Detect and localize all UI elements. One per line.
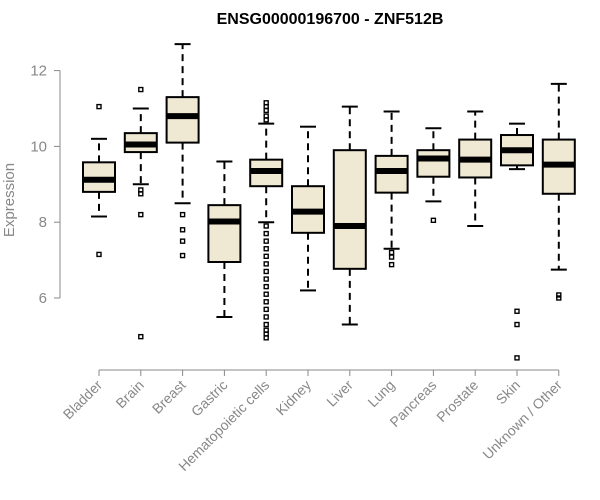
outlier-point (388, 249, 395, 256)
outlier-point (138, 187, 144, 193)
y-axis-label: Expression (1, 163, 18, 237)
outlier-point (388, 261, 395, 268)
outlier-point (179, 252, 186, 259)
x-tick-label: Prostate (433, 377, 481, 425)
outlier-point (430, 217, 437, 224)
box-group (416, 127, 451, 224)
outlier-point (263, 268, 269, 275)
chart-title: ENSG00000196700 - ZNF512B (217, 11, 444, 28)
x-tick-label: Unknown / Other (479, 377, 565, 463)
outlier-point (96, 103, 102, 110)
box-group (500, 122, 534, 361)
outlier-point (388, 254, 395, 260)
box-group (291, 125, 325, 292)
box (207, 204, 242, 263)
boxes (82, 43, 576, 361)
outlier-point (263, 246, 269, 252)
outlier-point (263, 276, 269, 282)
outlier-point (179, 211, 186, 218)
outlier-point (263, 261, 269, 267)
box-group (249, 100, 284, 341)
outlier-point (96, 251, 102, 258)
outlier-point (263, 253, 269, 260)
outlier-point (263, 321, 269, 328)
outlier-point (179, 238, 186, 244)
outlier-point (263, 238, 269, 244)
outlier-point (138, 86, 144, 93)
outlier-point (263, 283, 269, 290)
box (374, 154, 409, 194)
box-group (541, 82, 576, 301)
outlier-point (556, 295, 562, 301)
x-tick-label: Kidney (273, 377, 315, 419)
x-tick-label: Skin (493, 377, 524, 408)
box (332, 149, 367, 270)
x-tick-label: Brain (112, 377, 146, 411)
x-tick-label: Liver (323, 377, 356, 410)
box-group (82, 103, 116, 258)
x-tick-label: Bladder (60, 377, 106, 423)
y-tick-label: 6 (39, 290, 47, 307)
y-tick-label: 12 (30, 63, 47, 80)
outlier-point (263, 230, 269, 237)
outlier-point (138, 211, 144, 218)
outlier-point (179, 227, 186, 233)
box-group (123, 86, 158, 340)
outlier-point (263, 327, 269, 333)
outlier-point (263, 113, 269, 119)
outlier-point (514, 355, 520, 361)
box-group (332, 105, 367, 326)
outlier-point (263, 306, 269, 313)
outlier-point (263, 291, 269, 297)
outlier-point (138, 333, 144, 340)
y-tick-label: 10 (30, 138, 47, 155)
box-group (458, 110, 493, 227)
y-tick-label: 8 (39, 214, 47, 231)
outlier-point (514, 308, 520, 314)
x-tick-label: Breast (149, 377, 189, 417)
outlier-point (514, 321, 520, 328)
box-group (207, 160, 242, 318)
outlier-point (263, 223, 269, 229)
outlier-point (263, 314, 269, 320)
box-group (374, 110, 409, 268)
outlier-point (556, 292, 562, 298)
box-group (165, 43, 200, 259)
box (165, 96, 200, 144)
y-axis: 6 8 10 12 (30, 63, 61, 307)
outlier-point (263, 299, 269, 305)
box (416, 149, 451, 178)
outlier-point (263, 100, 269, 106)
x-tick-label: Lung (364, 377, 397, 410)
